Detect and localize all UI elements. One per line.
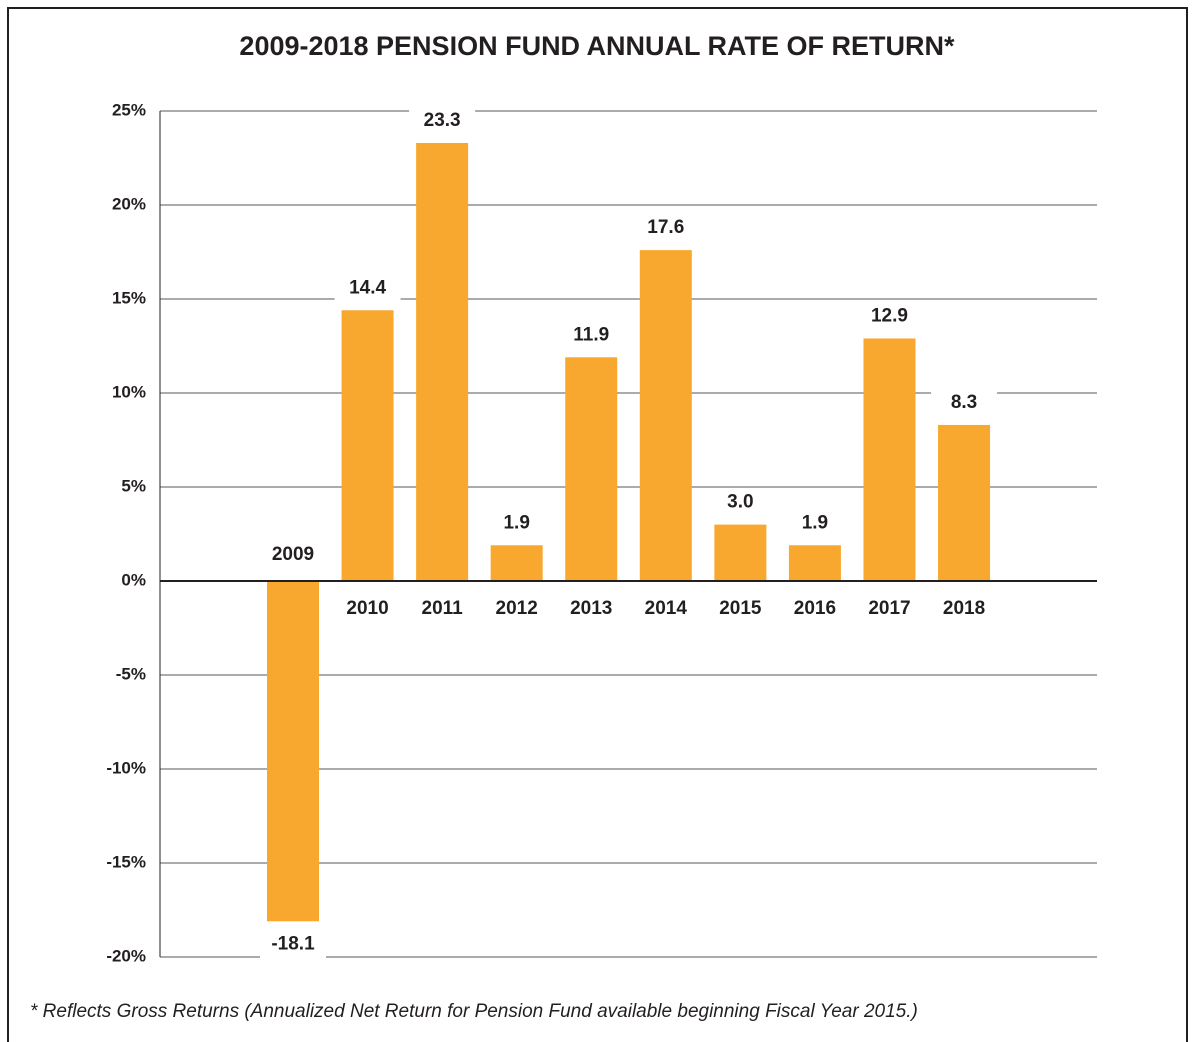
label-bg [558,321,625,350]
x-tick-label: 2015 [719,598,762,619]
label-bg [334,274,401,303]
y-tick-label: 0% [121,570,146,589]
chart-title: 2009-2018 PENSION FUND ANNUAL RATE OF RE… [239,31,955,61]
x-tick-label: 2016 [794,598,836,619]
value-label: 23.3 [424,110,461,131]
value-label: 1.9 [802,512,828,533]
y-tick-label: -5% [116,664,146,683]
y-tick-label: 10% [112,382,146,401]
label-bg [707,488,774,517]
y-tick-label: 5% [121,476,146,495]
bar [788,545,841,581]
bar [565,357,618,581]
value-label: 1.9 [503,512,529,533]
bar [341,310,394,581]
label-bg [781,509,848,538]
x-tick-label: 2017 [868,598,910,619]
value-label: 8.3 [951,392,977,413]
bar [639,250,692,581]
bar [938,424,991,581]
bar [490,545,543,581]
value-label: 12.9 [871,305,908,326]
x-tick-label: 2010 [346,598,388,619]
bar [416,142,469,581]
x-tick-label: 2011 [422,598,464,619]
x-tick-label: 2018 [943,598,985,619]
y-tick-label: 20% [112,194,146,213]
label-bg [931,388,998,417]
footnote: * Reflects Gross Returns (Annualized Net… [30,1001,918,1022]
label-bg [856,302,923,331]
frame [7,7,1188,1042]
value-label: 14.4 [349,277,386,298]
bar [714,524,767,581]
x-tick-label: 2014 [645,598,688,619]
value-label: 3.0 [727,492,753,513]
value-label: 17.6 [647,217,684,238]
value-label: 11.9 [573,324,609,345]
x-tick-label: 2013 [570,598,612,619]
label-bg [483,509,550,538]
y-tick-label: 15% [112,288,146,307]
y-tick-label: 25% [112,100,146,119]
x-tick-label: 2009 [272,544,314,565]
label-bg [409,106,476,135]
y-tick-label: -15% [106,852,146,871]
label-bg [260,930,326,959]
y-tick-label: -20% [106,946,146,965]
x-tick-label: 2012 [496,598,538,619]
value-label: -18.1 [271,933,315,954]
label-bg [632,214,699,243]
bar [267,581,319,922]
bar [863,338,916,581]
y-tick-label: -10% [106,758,146,777]
